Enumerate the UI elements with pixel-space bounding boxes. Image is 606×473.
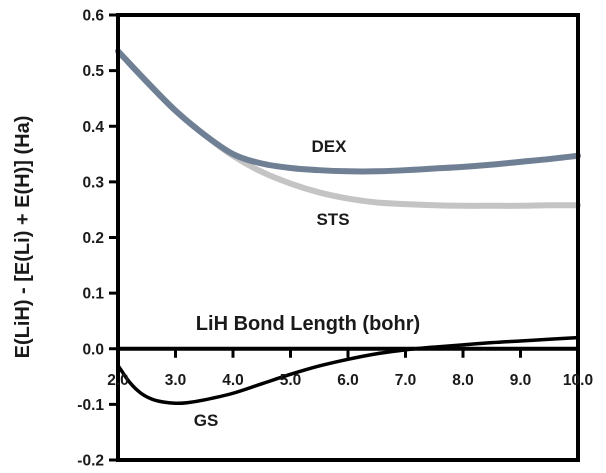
y-tick-label: 0.1 [82,286,104,303]
y-tick-label: 0.5 [82,63,104,80]
series-label-dex: DEX [312,137,348,156]
series-label-sts: STS [316,210,349,229]
axes-layer [109,13,580,462]
series-line-dex [115,48,581,175]
x-tick-label: 7.0 [395,372,417,389]
y-tick-label: 0.3 [82,174,104,191]
y-tick-label: 0.0 [82,341,104,358]
series-label-gs: GS [194,411,219,430]
x-tick-label: 6.0 [337,372,359,389]
x-tick-label: 8.0 [452,372,474,389]
x-tick-label: 4.0 [222,372,244,389]
x-tick-label: 9.0 [510,372,532,389]
series-layer [115,48,581,406]
series-label-layer: STS DEX GS [194,137,350,430]
x-tick-label: 2.0 [107,372,129,389]
y-tick-label: 0.2 [82,230,104,247]
x-axis-title: LiH Bond Length (bohr) [196,313,420,335]
x-tick-label: 3.0 [165,372,187,389]
series-line-gs [116,335,580,406]
y-tick-label: -0.2 [77,453,104,470]
series-line-sts [115,48,581,209]
y-tick-label: 0.6 [82,8,104,25]
x-tick-label: 5.0 [280,372,302,389]
y-tick-label: 0.4 [82,119,104,136]
y-tick-label: -0.1 [77,397,104,414]
x-tick-label: 10.0 [563,372,593,389]
y-axis-title: E(LiH) - [E(Li) + E(H)] (Ha) [12,116,34,359]
tick-label-layer: -0.2 -0.1 0.0 0.1 0.2 0.3 0.4 0.5 0.6 2.0 3.0 4.0 5.… [77,8,593,470]
